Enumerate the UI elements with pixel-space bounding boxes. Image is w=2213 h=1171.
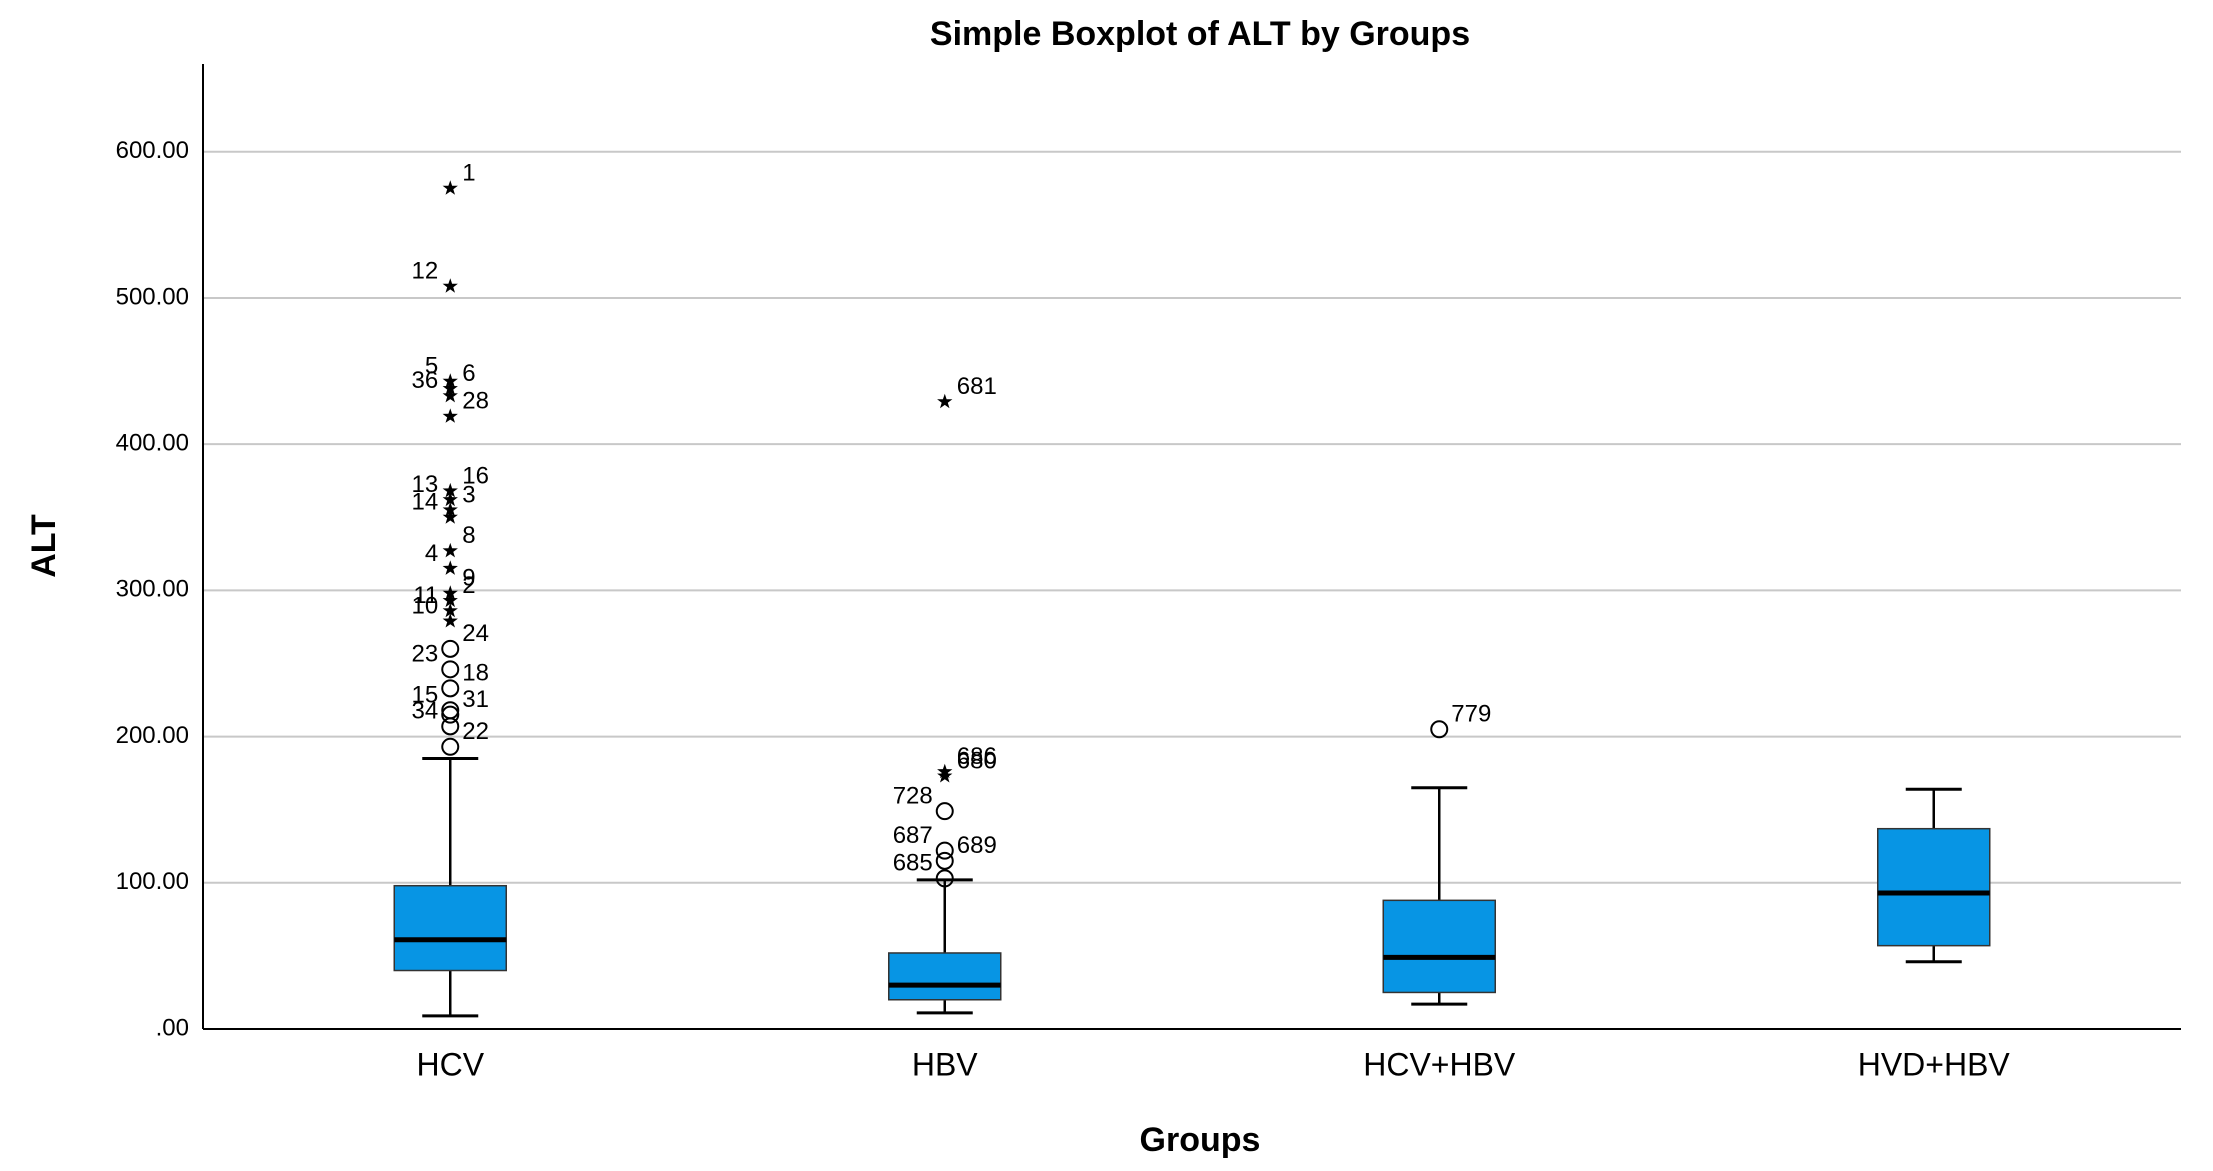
outlier-circle: [441, 717, 460, 736]
outlier-label: 686: [957, 743, 997, 770]
outlier-star: [442, 509, 458, 524]
outlier-circle: [441, 639, 460, 658]
outlier-label: 687: [893, 822, 933, 849]
outlier-circle: [441, 660, 460, 679]
outlier-star: [442, 613, 458, 628]
y-tick-label: 400.00: [116, 429, 189, 456]
outlier-circle: [935, 841, 954, 860]
outlier-label: 24: [462, 620, 489, 647]
y-tick-label: .00: [156, 1014, 189, 1041]
outlier-star: [442, 180, 458, 195]
box: [888, 952, 1002, 1001]
outlier-label: 23: [412, 641, 439, 668]
x-tick-label: HVD+HBV: [1858, 1046, 2011, 1082]
outlier-circle: [935, 869, 954, 888]
outlier-label: 779: [1451, 701, 1491, 728]
y-tick-label: 600.00: [116, 137, 189, 164]
outlier-label: 4: [425, 540, 438, 567]
outlier-star: [442, 482, 458, 498]
outlier-circle: [441, 679, 460, 698]
outlier-star: [442, 560, 458, 575]
outlier-star: [442, 542, 458, 558]
outlier-label: 3: [462, 481, 475, 508]
outlier-label: 1: [462, 160, 475, 187]
y-tick-label: 200.00: [116, 722, 189, 749]
box: [1877, 827, 1991, 947]
outlier-label: 14: [412, 489, 439, 516]
x-tick-label: HCV+HBV: [1363, 1046, 1516, 1082]
box: [393, 884, 507, 972]
outlier-label: 16: [462, 462, 489, 489]
outlier-star: [442, 491, 458, 507]
outlier-label: 2: [462, 572, 475, 599]
outlier-label: 28: [462, 388, 489, 415]
outlier-label: 22: [462, 718, 489, 745]
outlier-label: 728: [893, 782, 933, 809]
outlier-star: [442, 501, 458, 517]
box: [1382, 899, 1496, 994]
outlier-star: [937, 768, 953, 783]
outlier-label: 10: [412, 592, 439, 619]
outlier-label: 34: [412, 698, 439, 725]
outlier-label: 18: [462, 660, 489, 687]
outlier-label: 5: [425, 353, 438, 380]
outlier-label: 12: [412, 258, 439, 285]
outlier-star: [442, 380, 458, 396]
outlier-circle: [441, 737, 460, 756]
x-tick-label: HBV: [912, 1046, 978, 1082]
outlier-star: [442, 408, 458, 423]
outlier-circle: [441, 705, 460, 724]
outlier-star: [442, 387, 458, 403]
outlier-star: [442, 278, 458, 293]
chart-title: Simple Boxplot of ALT by Groups: [930, 15, 1470, 53]
outlier-circle: [1430, 720, 1449, 739]
outlier-label: 9: [462, 565, 475, 592]
outlier-star: [937, 393, 953, 409]
outlier-label: 685: [893, 850, 933, 877]
outlier-label: 681: [957, 373, 997, 400]
outlier-label: 689: [957, 832, 997, 859]
outlier-label: 680: [957, 747, 997, 774]
y-axis-label: ALT: [25, 514, 63, 578]
outlier-star: [442, 592, 458, 608]
y-tick-label: 500.00: [116, 283, 189, 310]
outlier-label: 6: [462, 360, 475, 387]
y-tick-label: 100.00: [116, 868, 189, 895]
outlier-label: 31: [462, 686, 489, 713]
outlier-label: 15: [412, 682, 439, 709]
outlier-star: [442, 602, 458, 618]
x-axis-label: Groups: [1140, 1121, 1261, 1159]
outlier-circle: [935, 802, 954, 821]
x-tick-label: HCV: [416, 1046, 484, 1082]
outlier-star: [442, 585, 458, 600]
outlier-label: 11: [413, 582, 438, 609]
y-tick-label: 300.00: [116, 576, 189, 603]
outlier-star: [442, 373, 458, 388]
outlier-label: 8: [462, 522, 475, 549]
outlier-label: 13: [412, 471, 439, 498]
outlier-circle: [935, 851, 954, 870]
outlier-label: 36: [412, 367, 439, 394]
